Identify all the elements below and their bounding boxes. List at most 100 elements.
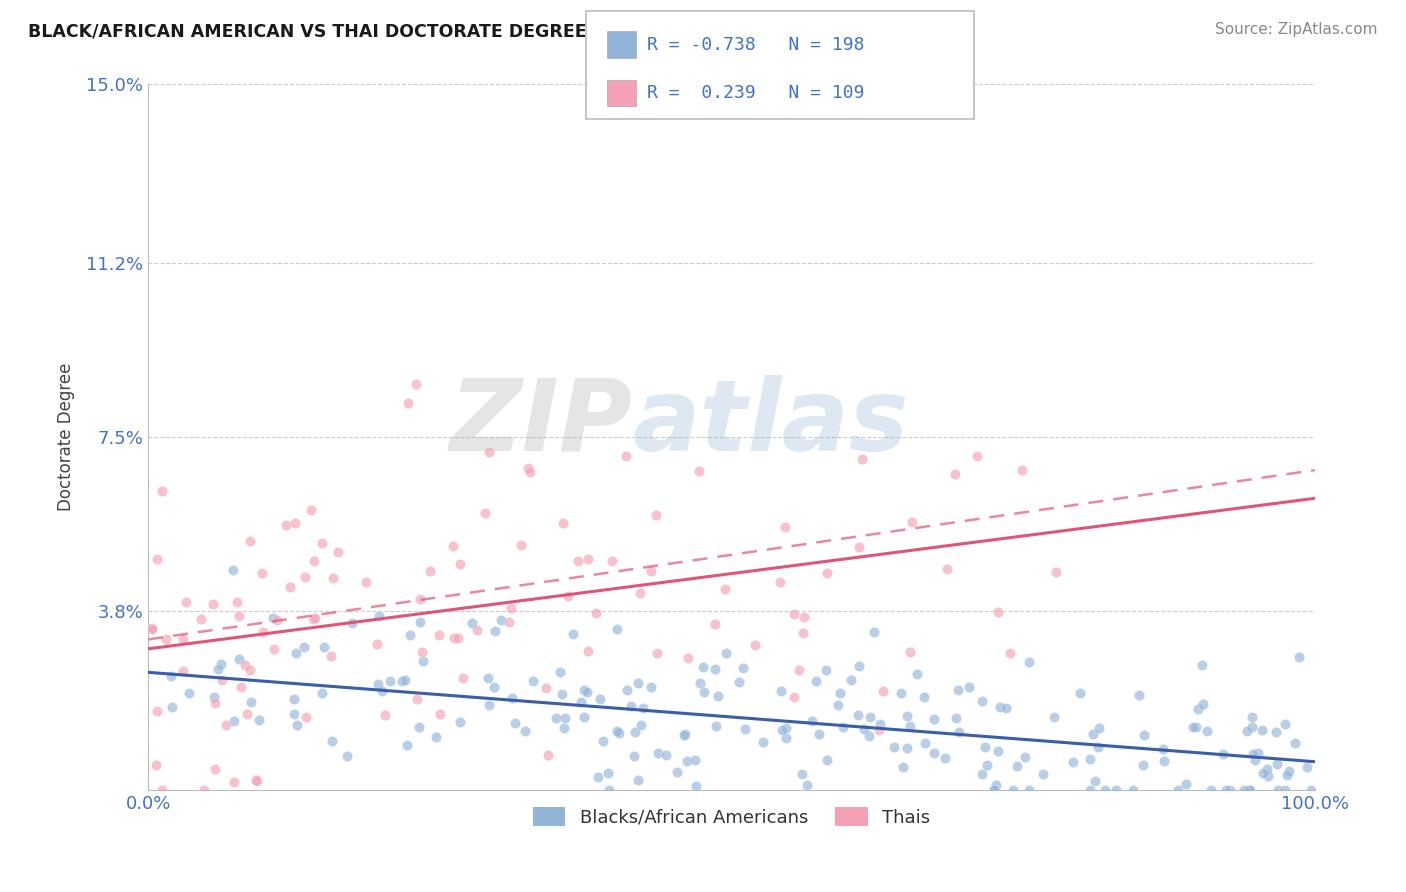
Point — [630, 586, 652, 600]
Point — [246, 774, 269, 789]
Point — [478, 698, 501, 712]
Point — [703, 662, 725, 676]
Point — [815, 566, 838, 581]
Text: atlas: atlas — [633, 375, 908, 472]
Point — [517, 460, 540, 475]
Point — [399, 628, 422, 642]
Point — [983, 783, 1005, 797]
Point — [1182, 720, 1205, 734]
Point — [1191, 658, 1213, 673]
Point — [160, 669, 183, 683]
Point — [896, 741, 918, 756]
Point — [1032, 766, 1054, 780]
Point — [1275, 768, 1298, 782]
Point — [987, 743, 1010, 757]
Point — [692, 660, 714, 674]
Point — [1078, 752, 1101, 766]
Point — [589, 692, 612, 706]
Point — [274, 518, 297, 533]
Point — [626, 773, 648, 788]
Point — [728, 675, 751, 690]
Point — [994, 701, 1017, 715]
Point — [986, 778, 1008, 792]
Point — [380, 674, 402, 689]
Point — [215, 717, 238, 731]
Point — [1199, 783, 1222, 797]
Point — [1122, 783, 1144, 797]
Point — [1265, 757, 1288, 772]
Point — [371, 684, 394, 698]
Point — [1132, 757, 1154, 772]
Point — [848, 658, 870, 673]
Point — [839, 673, 862, 687]
Point — [606, 724, 628, 739]
Point — [1174, 777, 1197, 791]
Point — [627, 676, 650, 690]
Point — [314, 640, 336, 654]
Point — [676, 651, 699, 665]
Point — [948, 725, 970, 739]
Point — [673, 727, 696, 741]
Point — [1241, 747, 1264, 761]
Point — [326, 545, 349, 559]
Point — [409, 615, 432, 630]
Point — [522, 673, 544, 688]
Point — [236, 707, 259, 722]
Point — [1274, 717, 1296, 731]
Point — [374, 707, 396, 722]
Point — [1284, 736, 1306, 750]
Point — [924, 746, 946, 760]
Point — [914, 736, 936, 750]
Point — [972, 694, 994, 708]
Point — [209, 657, 232, 671]
Point — [278, 580, 301, 594]
Point — [645, 646, 668, 660]
Point — [342, 616, 364, 631]
Point — [302, 612, 325, 626]
Point — [447, 631, 470, 645]
Point — [905, 666, 928, 681]
Point — [284, 516, 307, 530]
Point — [1239, 783, 1261, 797]
Point — [190, 612, 212, 626]
Point — [890, 686, 912, 700]
Point — [1045, 566, 1067, 580]
Point — [912, 690, 935, 704]
Point — [1078, 783, 1101, 797]
Point — [1241, 710, 1264, 724]
Point — [1185, 720, 1208, 734]
Point — [551, 516, 574, 530]
Point — [848, 540, 870, 554]
Point — [607, 726, 630, 740]
Point — [145, 758, 167, 772]
Point — [990, 700, 1012, 714]
Point — [808, 726, 831, 740]
Point — [976, 757, 998, 772]
Point — [250, 566, 273, 581]
Point — [1167, 782, 1189, 797]
Point — [177, 686, 200, 700]
Point — [554, 711, 576, 725]
Point — [174, 595, 197, 609]
Point — [172, 665, 194, 679]
Point — [1296, 760, 1319, 774]
Point — [304, 554, 326, 568]
Point — [245, 772, 267, 787]
Point — [1257, 769, 1279, 783]
Point — [934, 751, 956, 765]
Point — [704, 719, 727, 733]
Point — [408, 720, 430, 734]
Point — [1088, 721, 1111, 735]
Point — [252, 624, 274, 639]
Point — [714, 646, 737, 660]
Point — [443, 631, 465, 645]
Point — [1219, 783, 1241, 797]
Point — [429, 707, 451, 722]
Point — [283, 706, 305, 721]
Point — [693, 685, 716, 699]
Point — [1069, 686, 1091, 700]
Point — [551, 687, 574, 701]
Point — [1192, 697, 1215, 711]
Point — [222, 714, 245, 728]
Point — [391, 673, 413, 688]
